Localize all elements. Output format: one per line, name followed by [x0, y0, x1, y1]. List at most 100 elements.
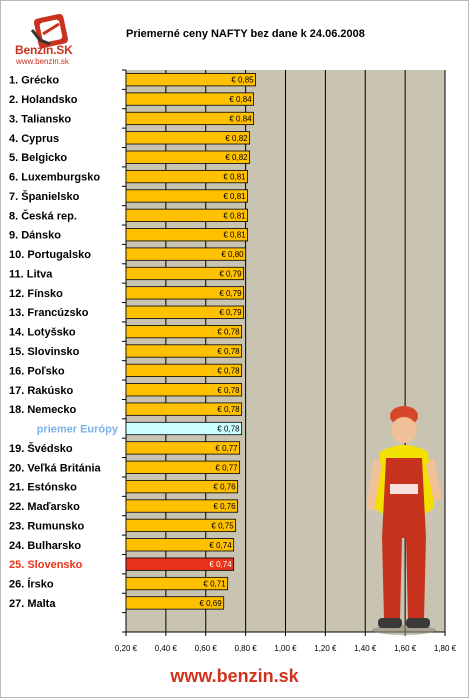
category-label: 16. Poľsko — [9, 365, 65, 377]
value-label: € 0,79 — [219, 289, 242, 298]
category-label: 27. Malta — [9, 598, 56, 610]
bar — [125, 460, 241, 474]
bar — [125, 247, 247, 261]
bar — [125, 538, 235, 552]
logo-text: Benzin.SK — [15, 43, 73, 57]
bar — [125, 266, 245, 281]
category-label: 26. Írsko — [9, 578, 54, 591]
value-label: € 0,75 — [211, 521, 234, 530]
x-tick-label: 0,40 € — [155, 644, 178, 653]
category-label: 4. Cyprus — [9, 133, 59, 145]
value-label: € 0,76 — [213, 483, 236, 492]
category-label: 12. Fínsko — [9, 288, 63, 300]
value-label: € 0,77 — [215, 463, 238, 472]
value-label: € 0,71 — [203, 580, 226, 589]
fuel-can-icon — [30, 13, 69, 49]
category-label: 2. Holandsko — [9, 94, 78, 106]
category-label: 14. Lotyšsko — [9, 327, 76, 339]
value-label: € 0,78 — [217, 366, 240, 375]
category-label: 1. Grécko — [9, 75, 59, 87]
value-label: € 0,82 — [225, 134, 248, 143]
bar — [125, 518, 237, 533]
category-label: 19. Švédsko — [9, 442, 73, 455]
category-label: priemer Európy — [37, 424, 119, 436]
bar — [125, 383, 243, 397]
value-label: € 0,80 — [221, 250, 244, 259]
bar — [125, 73, 256, 87]
bar — [125, 363, 243, 377]
x-tick-label: 1,20 € — [314, 644, 337, 653]
value-label: € 0,76 — [213, 502, 236, 511]
bar — [125, 189, 249, 203]
value-label: € 0,81 — [223, 173, 246, 182]
category-label: 18. Nemecko — [9, 404, 77, 416]
bar — [125, 344, 243, 358]
category-label: 20. Veľká Británia — [9, 462, 102, 474]
bar — [125, 499, 239, 513]
x-tick-label: 0,80 € — [235, 644, 258, 653]
x-tick-label: 0,60 € — [195, 644, 218, 653]
bar — [125, 228, 249, 242]
bar — [125, 131, 251, 145]
value-label: € 0,78 — [217, 405, 240, 414]
category-label: 6. Luxemburgsko — [9, 172, 100, 184]
bar — [125, 402, 243, 416]
mechanic-mascot — [366, 406, 442, 635]
x-tick-label: 1,40 € — [354, 644, 377, 653]
bar — [125, 111, 254, 126]
value-label: € 0,79 — [219, 269, 242, 278]
category-label: 25. Slovensko — [9, 559, 83, 571]
x-tick-label: 1,80 € — [434, 644, 457, 653]
value-label: € 0,74 — [209, 560, 232, 569]
category-label: 17. Rakúsko — [9, 385, 73, 397]
value-label: € 0,81 — [223, 231, 246, 240]
category-label: 3. Taliansko — [9, 113, 71, 125]
bar — [125, 576, 229, 591]
bar — [125, 596, 225, 610]
bar — [125, 325, 243, 339]
category-label: 9. Dánsko — [9, 230, 61, 242]
x-tick-label: 1,00 € — [274, 644, 297, 653]
x-tick-label: 0,20 € — [115, 644, 138, 653]
value-label: € 0,82 — [225, 153, 248, 162]
bar — [125, 169, 249, 184]
bar — [125, 150, 251, 164]
value-label: € 0,84 — [229, 114, 252, 123]
value-label: € 0,78 — [217, 425, 240, 434]
category-label: 21. Estónsko — [9, 482, 77, 494]
value-label: € 0,78 — [217, 386, 240, 395]
logo-url: www.benzin.sk — [16, 57, 69, 66]
category-label: 10. Portugalsko — [9, 249, 91, 261]
benzin-logo — [30, 13, 69, 49]
bar — [125, 441, 241, 455]
footer-url: www.benzin.sk — [170, 666, 299, 686]
category-label: 23. Rumunsko — [9, 520, 84, 532]
category-label: 13. Francúzsko — [9, 307, 89, 319]
bar — [125, 286, 245, 300]
bar — [125, 305, 245, 319]
category-label: 11. Litva — [9, 268, 53, 280]
bar — [125, 480, 239, 494]
value-label: € 0,69 — [199, 599, 222, 608]
category-label: 22. Maďarsko — [9, 501, 80, 513]
value-label: € 0,81 — [223, 211, 246, 220]
category-label: 8. Česká rep. — [9, 209, 77, 222]
chart-title: Priemerné ceny NAFTY bez dane k 24.06.20… — [126, 28, 365, 40]
value-label: € 0,78 — [217, 347, 240, 356]
category-label: 7. Španielsko — [9, 190, 80, 203]
bar — [125, 557, 235, 571]
value-label: € 0,78 — [217, 328, 240, 337]
value-label: € 0,77 — [215, 444, 238, 453]
category-label: 5. Belgicko — [9, 152, 67, 164]
x-tick-label: 1,60 € — [394, 644, 417, 653]
value-label: € 0,84 — [229, 95, 252, 104]
value-label: € 0,85 — [231, 76, 254, 85]
value-label: € 0,81 — [223, 192, 246, 201]
bar — [125, 421, 243, 436]
value-label: € 0,79 — [219, 308, 242, 317]
category-label: 24. Bulharsko — [9, 540, 81, 552]
value-label: € 0,74 — [209, 541, 232, 550]
category-label: 15. Slovinsko — [9, 346, 80, 358]
bar — [125, 208, 249, 222]
bar — [125, 92, 254, 106]
